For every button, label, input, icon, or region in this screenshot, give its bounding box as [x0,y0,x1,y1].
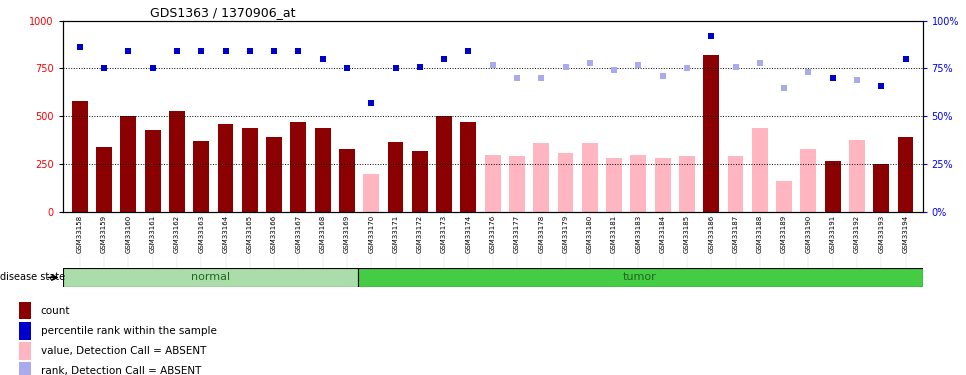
Bar [607,158,622,212]
Text: GSM33183: GSM33183 [636,214,641,253]
Bar [19,322,31,339]
Bar [242,128,258,212]
Text: rank, Detection Call = ABSENT: rank, Detection Call = ABSENT [41,366,201,375]
Bar [437,116,452,212]
Bar [825,161,840,212]
Bar [509,156,525,212]
Text: GSM33166: GSM33166 [271,214,277,253]
Bar [19,362,31,375]
Text: value, Detection Call = ABSENT: value, Detection Call = ABSENT [41,346,206,356]
Text: GSM33165: GSM33165 [246,214,253,253]
Text: GSM33170: GSM33170 [368,214,374,253]
Bar [557,153,574,212]
Text: tumor: tumor [623,273,657,282]
Bar [412,151,428,212]
Bar [169,111,185,212]
Text: GSM33180: GSM33180 [586,214,593,253]
Bar [679,156,695,212]
FancyBboxPatch shape [63,268,357,287]
Bar [897,137,914,212]
Bar [145,130,160,212]
Text: percentile rank within the sample: percentile rank within the sample [41,326,216,336]
Text: disease state: disease state [0,273,65,282]
Text: GSM33167: GSM33167 [296,214,301,253]
Text: GSM33162: GSM33162 [174,214,180,253]
Bar [727,156,744,212]
Text: GSM33194: GSM33194 [902,214,909,253]
Text: GSM33171: GSM33171 [392,214,399,253]
Text: GSM33187: GSM33187 [732,214,739,253]
Bar [777,181,792,212]
Text: GSM33159: GSM33159 [101,214,107,253]
Bar [71,101,88,212]
Bar [315,128,330,212]
Bar [631,154,646,212]
Text: GSM33191: GSM33191 [830,214,836,253]
Bar [339,149,355,212]
Text: GSM33178: GSM33178 [538,214,544,253]
Bar [19,342,31,360]
Text: GSM33184: GSM33184 [660,214,666,253]
Bar [533,143,549,212]
Bar [97,147,112,212]
Text: GDS1363 / 1370906_at: GDS1363 / 1370906_at [150,6,296,19]
Text: GSM33173: GSM33173 [441,214,447,253]
Bar [849,140,865,212]
Text: GSM33186: GSM33186 [708,214,714,253]
Bar [461,122,476,212]
Bar [267,137,282,212]
Text: GSM33168: GSM33168 [320,214,326,253]
Bar [387,142,404,212]
Text: GSM33172: GSM33172 [416,214,423,253]
Text: GSM33169: GSM33169 [344,214,350,253]
Bar [485,154,500,212]
Text: GSM33174: GSM33174 [466,214,471,253]
Text: GSM33179: GSM33179 [562,214,569,253]
Text: GSM33189: GSM33189 [781,214,787,253]
Bar [752,128,768,212]
Bar [121,116,136,212]
Text: GSM33190: GSM33190 [806,214,811,253]
Text: GSM33163: GSM33163 [198,214,204,253]
Bar [801,149,816,212]
Bar [217,124,234,212]
Bar [363,174,379,212]
Bar [193,141,209,212]
Text: GSM33161: GSM33161 [150,214,156,253]
FancyBboxPatch shape [357,268,923,287]
Text: GSM33164: GSM33164 [222,214,229,253]
Text: GSM33160: GSM33160 [126,214,131,253]
Text: GSM33185: GSM33185 [684,214,690,253]
Bar [703,55,719,212]
Text: GSM33176: GSM33176 [490,214,496,253]
Text: GSM33192: GSM33192 [854,214,860,253]
Text: GSM33177: GSM33177 [514,214,520,253]
Bar [655,158,670,212]
Bar [873,164,889,212]
Bar [19,302,31,320]
Text: GSM33193: GSM33193 [878,214,884,253]
Text: count: count [41,306,71,315]
Text: GSM33158: GSM33158 [76,214,83,253]
Text: normal: normal [190,273,230,282]
Bar [291,122,306,212]
Bar [582,143,598,212]
Text: GSM33188: GSM33188 [756,214,763,253]
Text: GSM33181: GSM33181 [611,214,617,253]
